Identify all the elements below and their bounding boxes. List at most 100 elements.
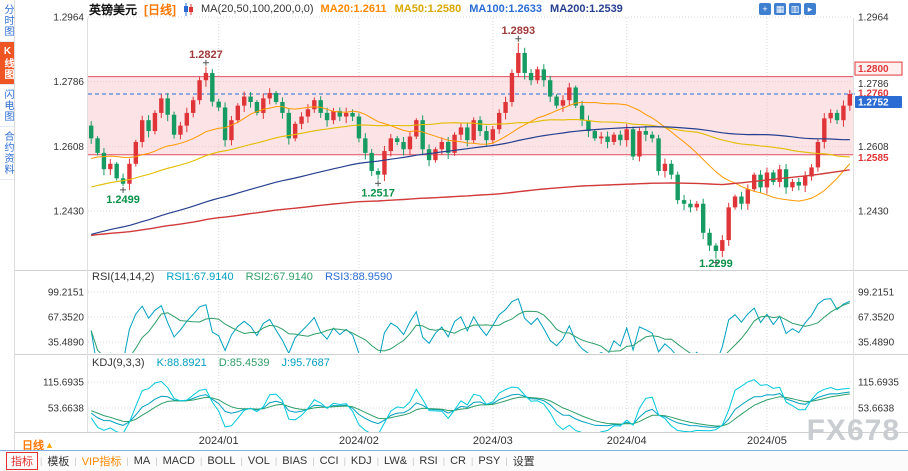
left-axis-label: 1.2608 — [53, 142, 84, 153]
add-window-icon[interactable]: + — [759, 3, 771, 15]
ma-value-label: MA20:1.2611 — [320, 3, 387, 15]
toolbar-tab-1[interactable]: 指标 — [6, 452, 38, 470]
watermark: FX678 — [806, 414, 900, 447]
low-annotation: 1.2517 — [361, 187, 395, 199]
kdj-plot-area[interactable] — [88, 371, 853, 432]
sidebar-tab-4[interactable]: 合约资料 — [0, 127, 14, 180]
toolbar-tab-9[interactable]: CCI — [319, 455, 339, 467]
resistance-badge — [854, 61, 903, 76]
rsi-header[interactable]: RSI(14,14,2) RSI1:67.9140 RSI2:67.9140 R… — [92, 271, 392, 283]
toolbar-separator: | — [343, 456, 346, 466]
toolbar-separator: | — [312, 456, 315, 466]
rsi-axis-label: 35.4890 — [48, 337, 85, 348]
kdj-axis-label: 115.6935 — [858, 378, 899, 389]
symbol-name: 英镑美元 — [89, 2, 138, 17]
right-axis-label: 1.2786 — [858, 79, 889, 90]
toolbar-tab-15[interactable]: 设置 — [512, 456, 535, 468]
toolbar-separator: | — [470, 456, 474, 466]
toolbar-tab-3[interactable]: VIP指标 — [81, 456, 122, 468]
high-annotation: 1.2893 — [501, 25, 535, 37]
toolbar-tab-5[interactable]: MACD — [162, 455, 195, 467]
next-page-icon[interactable]: ▸ — [804, 3, 816, 15]
kdj-title: KDJ(9,3,3) — [92, 357, 145, 369]
sidebar-tab-2[interactable]: K线图 — [0, 42, 14, 85]
toolbar-tab-11[interactable]: LW& — [384, 455, 408, 467]
chart-header: 英镑美元 [日线] MA(20,50,100,200,0,0) MA20:1.2… — [15, 0, 908, 18]
ma-line-50 — [91, 118, 850, 188]
x-axis-label: 2024/05 — [747, 435, 787, 447]
ma-value-label: MA50:1.2580 — [394, 3, 462, 15]
price-band — [88, 76, 853, 155]
split-layout-icon[interactable]: ▥ — [789, 3, 801, 15]
toolbar-tab-10[interactable]: KDJ — [350, 455, 372, 467]
ma-settings-label: MA(20,50,100,200,0,0) — [201, 3, 314, 15]
ma-line-20 — [91, 101, 851, 202]
kdj-j-value: J:95.7687 — [281, 357, 330, 369]
toolbar-tab-14[interactable]: PSY — [478, 455, 501, 467]
kdj-k-line — [90, 391, 850, 428]
candlestick-icon — [184, 2, 194, 16]
left-sidebar: 分时图 K线图 闪电图 合约资料 — [0, 0, 15, 471]
toolbar-tab-7[interactable]: VOL — [247, 455, 270, 467]
toolbar-separator: | — [240, 456, 243, 466]
toolbar-tab-12[interactable]: RSI — [419, 455, 438, 467]
right-axis-label: 1.2430 — [858, 207, 889, 218]
toolbar-tab-13[interactable]: CR — [450, 455, 466, 467]
extreme-marker — [712, 259, 719, 266]
right-axis-label: 1.2585 — [858, 153, 889, 164]
ma-line-100 — [91, 126, 850, 236]
right-axis-label: 1.2752 — [858, 98, 889, 109]
rsi-axis-label: 67.3520 — [48, 312, 85, 323]
toolbar-separator: | — [376, 456, 380, 466]
low-annotation: 1.2499 — [106, 194, 140, 206]
rsi1-value: RSI1:67.9140 — [166, 271, 234, 283]
toolbar-separator: | — [412, 456, 415, 466]
kdj-axis-label: 53.6638 — [858, 404, 895, 415]
toolbar-separator: | — [74, 456, 77, 466]
header-icon-buttons: + ▦ ▥ ▸ — [759, 3, 816, 15]
sidebar-tab-3[interactable]: 闪电图 — [0, 85, 14, 127]
kdj-k-value: K:88.8921 — [156, 357, 207, 369]
toolbar-separator: | — [126, 456, 129, 466]
x-axis-label: 2024/02 — [339, 435, 379, 447]
extreme-marker — [515, 35, 522, 42]
timeframe-label: 日线 — [22, 440, 44, 452]
left-axis-label: 1.2964 — [53, 13, 84, 24]
kdj-d-line — [91, 393, 850, 427]
kdj-axis-label: 53.6638 — [48, 404, 85, 415]
ma-values: MA20:1.2611 MA50:1.2580 MA100:1.2633 MA200:… — [321, 3, 623, 15]
toolbar-tab-8[interactable]: BIAS — [282, 455, 308, 467]
toolbar-separator: | — [442, 456, 446, 466]
x-axis-label: 2024/01 — [199, 435, 239, 447]
low-annotation: 1.2299 — [699, 258, 733, 270]
period-label: [日线] — [144, 2, 177, 17]
x-axis-label: 2024/03 — [473, 435, 513, 447]
toolbar-tab-6[interactable]: BOLL — [207, 455, 236, 467]
x-axis-label: 2024/04 — [607, 435, 647, 447]
extreme-marker — [120, 186, 127, 193]
main-plot-area[interactable] — [88, 18, 853, 268]
rsi2-line — [90, 302, 850, 353]
kdj-header[interactable]: KDJ(9,3,3) K:88.8921 D:85.4539 J:95.7687 — [92, 357, 330, 369]
ma-value-label: MA100:1.2633 — [469, 3, 543, 15]
toolbar-tab-2[interactable]: 模板 — [47, 456, 70, 468]
left-axis-label: 1.2786 — [53, 77, 84, 88]
ma-value-label: MA200:1.2539 — [550, 3, 623, 15]
timeframe-badge[interactable]: 日线 ▲ — [22, 437, 54, 453]
high-annotation: 1.2827 — [189, 49, 223, 61]
right-axis-label: 1.2608 — [858, 142, 889, 153]
sidebar-tab-1[interactable]: 分时图 — [0, 0, 14, 42]
rsi-axis-label: 67.3520 — [858, 312, 895, 323]
right-axis-label: 1.2800 — [858, 64, 889, 75]
rsi-axis-label: 99.2151 — [858, 288, 895, 299]
rsi-axis-label: 35.4890 — [858, 337, 895, 348]
timeframe-arrow-icon: ▲ — [45, 440, 54, 450]
toolbar-tab-4[interactable]: MA — [133, 455, 151, 467]
kdj-j-line — [90, 379, 850, 432]
extreme-marker — [375, 180, 382, 187]
grid-layout-icon[interactable]: ▦ — [774, 3, 786, 15]
rsi2-value: RSI2:67.9140 — [245, 271, 313, 283]
rsi1-line — [90, 298, 851, 353]
rsi-plot-area[interactable] — [88, 283, 853, 353]
